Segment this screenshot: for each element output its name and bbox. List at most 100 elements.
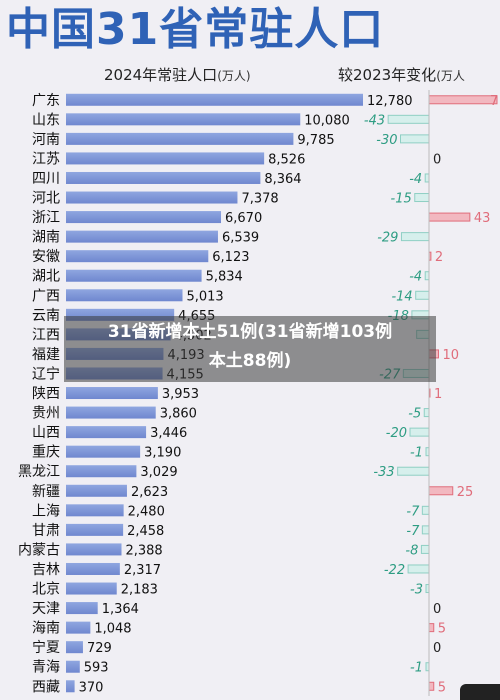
change-subtitle-text: 较2023年变化 [338, 66, 437, 84]
category-label: 广东 [32, 93, 60, 109]
change-bar [423, 408, 430, 418]
category-label: 吉林 [32, 562, 60, 578]
category-label: 陕西 [32, 386, 60, 402]
change-value-label: 25 [457, 485, 474, 500]
change-bar [407, 564, 430, 574]
category-label: 内蒙古 [18, 542, 60, 558]
population-bar [66, 191, 238, 204]
change-value-label: 0 [433, 641, 441, 656]
population-bar [66, 504, 124, 517]
change-value-label: -20 [386, 426, 407, 441]
population-value-label: 370 [79, 680, 104, 695]
change-value-label: -33 [373, 465, 394, 480]
change-value-label: -14 [391, 289, 412, 304]
change-value-label: -1 [410, 446, 423, 461]
population-bar [66, 602, 98, 615]
category-label: 新疆 [32, 484, 60, 500]
change-value-label: -4 [409, 270, 422, 285]
population-bar [66, 387, 158, 400]
change-bar [415, 290, 430, 300]
category-label: 福建 [32, 347, 60, 363]
category-label: 甘肃 [32, 523, 60, 539]
change-value-label: -1 [410, 661, 423, 676]
category-label: 山西 [32, 425, 60, 441]
change-bar [428, 486, 454, 496]
population-bar [66, 680, 75, 693]
category-label: 宁夏 [32, 639, 60, 656]
population-bar [66, 93, 363, 106]
population-value-label: 3,446 [150, 426, 187, 441]
population-value-label: 3,953 [162, 387, 199, 402]
category-label: 北京 [32, 582, 60, 598]
population-value-label: 2,623 [131, 485, 168, 500]
population-value-label: 6,123 [212, 250, 249, 265]
change-bar [424, 173, 430, 183]
population-bar [66, 250, 209, 263]
change-value-label: 0 [433, 152, 441, 167]
population-value-label: 593 [84, 661, 109, 676]
category-label: 辽宁 [32, 365, 60, 382]
news-overlay-text: 31省新增本土51例(31省新增103例 本土88例) [64, 318, 436, 376]
change-value-label: 5 [438, 680, 446, 695]
change-bar [428, 95, 498, 105]
change-bar [428, 212, 471, 222]
category-label: 江西 [32, 327, 60, 343]
category-label: 河南 [32, 132, 60, 148]
change-bar [428, 681, 435, 691]
change-value-label: -29 [377, 231, 398, 246]
population-value-label: 3,860 [160, 407, 197, 422]
population-value-label: 6,539 [222, 231, 259, 246]
population-value-label: 2,317 [124, 563, 161, 578]
population-bar [66, 562, 120, 575]
change-bar [420, 544, 430, 554]
change-bar [387, 114, 430, 124]
change-value-label: -22 [384, 563, 405, 578]
population-value-label: 3,190 [144, 446, 181, 461]
category-label: 贵州 [32, 406, 60, 422]
category-label: 青海 [32, 660, 60, 676]
play-icon[interactable] [460, 684, 500, 700]
population-value-label: 8,364 [264, 172, 301, 187]
category-label: 黑龙江 [18, 464, 60, 480]
change-bar [428, 623, 435, 633]
category-label: 安徽 [32, 249, 60, 265]
change-subtitle: 较2023年变化(万人 [338, 64, 465, 86]
population-value-label: 2,480 [128, 504, 165, 519]
population-bar [66, 406, 156, 419]
population-bar [66, 171, 261, 184]
change-bar [421, 525, 430, 535]
population-bar [66, 211, 222, 224]
population-value-label: 5,013 [186, 289, 223, 304]
population-bar [66, 230, 218, 243]
change-bar [400, 232, 430, 242]
change-value-label: -15 [391, 192, 412, 207]
population-value-label: 3,029 [140, 465, 177, 480]
population-unit: (万人) [217, 69, 251, 83]
population-bar [66, 132, 294, 145]
population-value-label: 1,048 [94, 622, 131, 637]
population-bar [66, 543, 122, 556]
category-label: 河北 [32, 191, 60, 207]
change-value-label: -4 [409, 172, 422, 187]
population-value-label: 6,670 [225, 211, 262, 226]
category-label: 天津 [32, 601, 60, 617]
category-label: 山东 [32, 112, 60, 128]
change-bar [414, 193, 430, 203]
change-bar [397, 466, 430, 476]
change-value-label: 0 [433, 602, 441, 617]
population-value-label: 12,780 [367, 94, 413, 109]
change-value-label: 7 [490, 94, 498, 109]
category-label: 重庆 [32, 445, 60, 461]
category-label: 上海 [32, 503, 60, 519]
change-value-label: -7 [406, 504, 420, 519]
change-value-label: 10 [443, 348, 460, 363]
population-bar [66, 289, 183, 302]
population-value-label: 1,364 [102, 602, 139, 617]
category-label: 广西 [32, 288, 60, 304]
population-subtitle: 2024年常驻人口(万人) [104, 64, 251, 86]
category-label: 江苏 [32, 151, 60, 167]
change-value-label: -8 [405, 543, 418, 558]
population-value-label: 7,378 [241, 192, 278, 207]
change-value-label: 5 [438, 622, 446, 637]
population-bar [66, 152, 265, 165]
